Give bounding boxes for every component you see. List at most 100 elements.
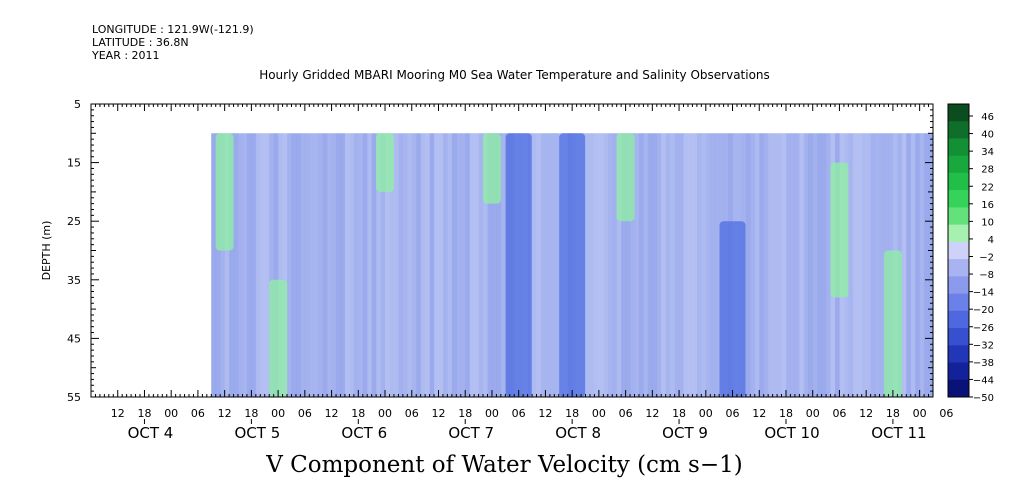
heatmap-cell <box>300 133 306 398</box>
heatmap-cell <box>772 133 778 398</box>
heatmap-cell <box>434 133 439 398</box>
x-hour-label: 00 <box>699 407 713 420</box>
x-hour-label: 18 <box>886 407 900 420</box>
x-day-label: OCT 7 <box>448 424 494 442</box>
heatmap-cell <box>674 133 680 398</box>
heatmap-cell <box>331 133 337 398</box>
colorbar-swatch <box>948 328 969 346</box>
heatmap-cell <box>545 133 551 398</box>
colorbar-label: 10 <box>981 217 994 228</box>
heatmap-cell <box>420 133 426 398</box>
heatmap-anomaly <box>719 221 746 397</box>
x-hour-label: 06 <box>298 407 312 420</box>
heatmap-cell <box>411 133 417 398</box>
heatmap-cell <box>540 133 546 398</box>
heatmap-cell <box>790 133 796 398</box>
y-tick-label: 5 <box>74 98 81 111</box>
x-hour-label: 18 <box>458 407 472 420</box>
heatmap-cell <box>915 133 921 398</box>
x-hour-label: 06 <box>832 407 846 420</box>
heatmap-cell <box>866 133 872 398</box>
heatmap-cell <box>460 133 466 398</box>
heatmap-cell <box>785 133 791 398</box>
heatmap-cell <box>687 133 693 398</box>
heatmap-cell <box>875 133 881 398</box>
heatmap-cell <box>487 133 493 398</box>
heatmap-cell <box>304 133 310 398</box>
heatmap-cell <box>750 133 756 398</box>
heatmap-cell <box>251 133 257 398</box>
heatmap-cell <box>714 133 720 398</box>
heatmap-cell <box>763 133 769 398</box>
heatmap-cell <box>901 133 907 398</box>
heatmap-cell <box>745 133 751 398</box>
heatmap-cell <box>638 133 644 398</box>
heatmap-cell <box>380 133 386 398</box>
heatmap-cell <box>826 133 832 398</box>
heatmap-cell <box>500 133 506 398</box>
colorbar-swatch <box>948 207 969 226</box>
x-day-label: OCT 4 <box>128 424 174 442</box>
heatmap-cell <box>429 133 435 398</box>
colorbar-swatch <box>948 138 969 157</box>
heatmap-cell <box>701 133 707 398</box>
heatmap-cell <box>679 133 685 398</box>
heatmap-cell <box>278 133 284 398</box>
x-hour-label: 12 <box>218 407 232 420</box>
heatmap-cell <box>318 133 324 398</box>
heatmap-cell <box>861 133 867 398</box>
heatmap-cell <box>478 133 484 398</box>
heatmap-cell <box>919 133 925 398</box>
colorbar-swatch <box>948 259 969 277</box>
heatmap-cell <box>656 133 662 398</box>
heatmap-cell <box>264 133 270 398</box>
heatmap-cell <box>879 133 885 398</box>
heatmap-anomaly <box>269 279 288 397</box>
colorbar-label: −38 <box>973 358 994 369</box>
colorbar-swatch <box>948 155 969 174</box>
heatmap-cell <box>447 133 453 398</box>
x-hour-label: 06 <box>405 407 419 420</box>
x-day-labels: OCT 4 OCT 5 OCT 6 OCT 7 OCT 8 OCT 9 OCT 10 OCT … <box>128 419 927 442</box>
heatmap-cell <box>349 133 355 398</box>
colorbar-label: −32 <box>973 340 994 351</box>
heatmap-cell <box>696 133 702 398</box>
colorbar-swatch <box>948 241 969 260</box>
x-hour-label: 06 <box>191 407 205 420</box>
heatmap-cell <box>759 133 765 398</box>
colorbar-label: 46 <box>981 112 994 123</box>
y-tick-label: 35 <box>67 274 81 287</box>
x-hour-label: 00 <box>806 407 820 420</box>
heatmap-cell <box>870 133 876 398</box>
colorbar-frame <box>947 103 970 398</box>
heatmap-cell <box>652 133 658 398</box>
heatmap-cell <box>282 133 288 398</box>
heatmap-cell <box>246 133 252 398</box>
heatmap-cell <box>313 133 319 398</box>
heatmap-cell <box>710 133 716 398</box>
heatmap-cell <box>794 133 800 398</box>
heatmap-cell <box>340 133 346 398</box>
heatmap-cell <box>215 133 221 398</box>
heatmap-anomaly <box>883 250 902 397</box>
x-day-label: OCT 8 <box>555 424 601 442</box>
x-hour-label: 18 <box>244 407 258 420</box>
heatmap-anomaly <box>505 133 532 398</box>
x-hour-label: 06 <box>619 407 633 420</box>
colorbar-swatch <box>948 121 969 139</box>
x-hour-label: 12 <box>431 407 445 420</box>
x-hour-label: 18 <box>672 407 686 420</box>
heatmap-cell <box>442 133 448 398</box>
heatmap-cell <box>910 133 916 398</box>
heatmap-cell <box>754 133 760 398</box>
heatmap-cell <box>768 133 774 398</box>
heatmap-cell <box>309 133 315 398</box>
colorbar-label: 34 <box>981 147 994 158</box>
heatmap-anomaly <box>616 133 635 222</box>
heatmap-anomaly <box>559 133 586 398</box>
heatmap-cell <box>803 133 809 398</box>
heatmap-cell <box>616 133 622 398</box>
x-hour-label: 00 <box>164 407 178 420</box>
x-hour-label: 00 <box>913 407 927 420</box>
heatmap-cell <box>643 133 649 398</box>
